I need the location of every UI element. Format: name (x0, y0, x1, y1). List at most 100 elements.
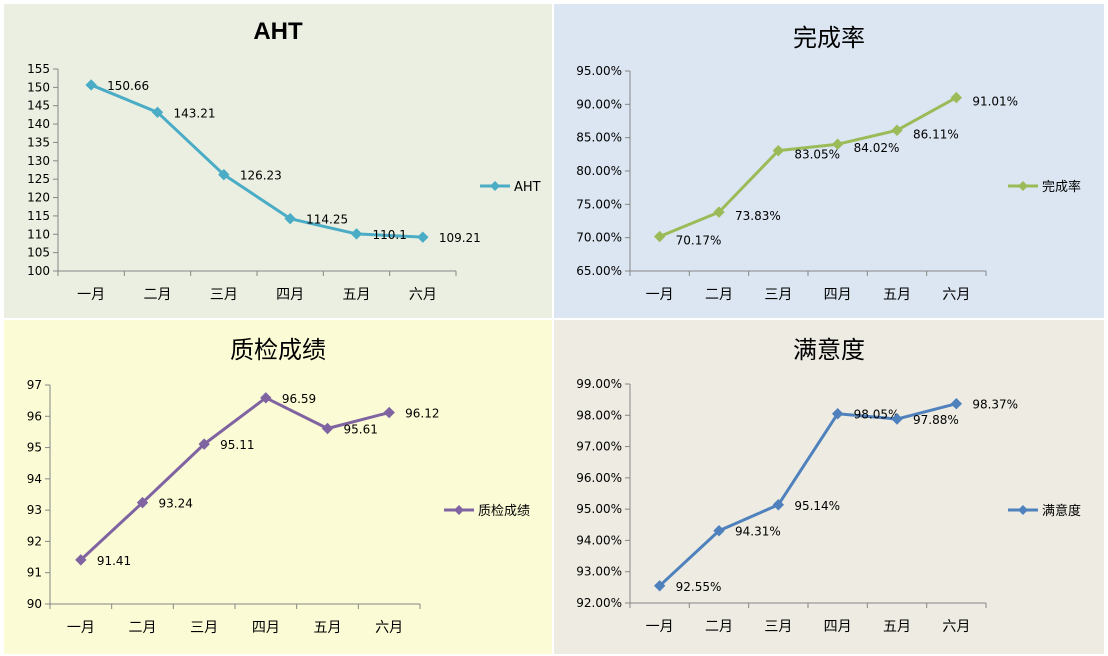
series-line (79, 396, 390, 561)
data-label: 126.23 (240, 169, 282, 183)
chart-panel-aht: AHT 100 105 110 115 120 125 130 135 140 145 150 155… (4, 4, 552, 318)
data-label: 109.21 (439, 231, 481, 245)
x-tick-label: 三月 (764, 287, 792, 303)
chart-canvas: 100 105 110 115 120 125 130 135 140 145 150 155 一月 二月… (27, 62, 541, 303)
data-label: 93.24 (159, 497, 193, 511)
x-tick-label: 二月 (144, 287, 172, 303)
x-tick-label: 五月 (883, 287, 911, 303)
data-point (75, 554, 87, 566)
data-point (891, 124, 903, 136)
chart-title: 完成率 (793, 24, 865, 52)
data-label: 91.01% (972, 95, 1018, 109)
y-tick-label: 130 (27, 154, 50, 168)
data-point (136, 496, 149, 509)
y-tick-label: 92.00% (576, 596, 622, 610)
x-tick-label: 一月 (646, 619, 674, 635)
series-line (90, 83, 423, 239)
chart-canvas: 65.00% 70.00% 75.00% 80.00% 85.00% 90.00% 95.0… (576, 64, 1081, 303)
y-tick-label: 95 (27, 441, 42, 455)
legend-marker (490, 181, 500, 191)
data-point (198, 438, 210, 450)
data-point (831, 408, 844, 420)
data-point (260, 392, 272, 404)
y-tick-label: 97 (27, 378, 42, 392)
chart-panel-satisfaction: 满意度 92.00% 93.00% 94.00% 95.00% 96.00% 97.00%… (554, 320, 1104, 654)
y-tick-label: 96.00% (576, 471, 622, 485)
y-tick-label: 65.00% (576, 264, 622, 278)
x-tick-label: 四月 (276, 287, 304, 303)
y-tick-label: 93.00% (576, 565, 622, 579)
legend-marker (454, 505, 464, 515)
x-tick-label: 四月 (824, 619, 852, 635)
data-label: 98.05% (854, 408, 900, 422)
data-label: 114.25 (306, 213, 348, 227)
y-tick-label: 91 (27, 566, 42, 580)
data-label: 150.66 (107, 79, 149, 93)
x-tick-label: 三月 (190, 620, 218, 636)
y-tick-label: 105 (27, 246, 50, 260)
legend-marker (1018, 181, 1028, 191)
y-tick-label: 150 (27, 80, 50, 94)
chart-title: 满意度 (793, 336, 865, 364)
x-tick-label: 六月 (409, 287, 437, 303)
y-tick-label: 120 (27, 191, 50, 205)
y-tick-label: 75.00% (576, 197, 622, 211)
y-tick-label: 145 (27, 99, 50, 113)
y-tick-label: 140 (27, 117, 50, 131)
y-tick-label: 94 (27, 472, 42, 486)
data-point (772, 144, 785, 157)
data-point (284, 212, 296, 225)
y-tick-label: 92 (27, 534, 42, 548)
data-label: 98.37% (972, 398, 1018, 412)
data-point (713, 206, 725, 218)
y-tick-label: 155 (27, 62, 50, 76)
data-label: 110.1 (373, 228, 407, 242)
data-point (950, 398, 963, 410)
chart-canvas: 92.00% 93.00% 94.00% 95.00% 96.00% 97.00% 98.0… (576, 377, 1081, 635)
data-label: 143.21 (174, 106, 216, 120)
data-point (383, 406, 395, 419)
data-point (151, 106, 164, 119)
y-tick-label: 97.00% (576, 440, 622, 454)
x-tick-label: 一月 (77, 287, 105, 303)
chart-title: 质检成绩 (230, 336, 326, 364)
data-point (713, 525, 725, 537)
y-tick-label: 90 (27, 597, 42, 611)
chart-panel-qa-score: 质检成绩 90 91 92 93 94 95 96 97 一月 二月 三月 四月 五月 六月 91.41 93… (4, 320, 552, 654)
y-tick-label: 98.00% (576, 408, 622, 422)
data-label: 96.12 (405, 407, 439, 421)
x-tick-label: 一月 (67, 620, 95, 636)
data-label: 95.61 (344, 422, 378, 436)
y-tick-label: 95.00% (576, 502, 622, 516)
data-point (653, 580, 666, 592)
x-tick-label: 四月 (252, 620, 280, 636)
data-point (950, 91, 963, 104)
y-tick-label: 115 (27, 209, 50, 223)
x-tick-label: 五月 (883, 619, 911, 635)
chart-canvas: 90 91 92 93 94 95 96 97 一月 二月 三月 四月 五月 六月 91.41 93.24 95… (27, 378, 530, 636)
chart-panel-completion-rate: 完成率 65.00% 70.00% 75.00% 80.00% 85.00% 90.00%… (554, 4, 1104, 318)
y-tick-label: 96 (27, 409, 42, 423)
y-tick-label: 100 (27, 264, 50, 278)
chart-title: AHT (253, 18, 303, 45)
series-line (658, 402, 957, 587)
x-tick-label: 二月 (129, 620, 157, 636)
x-tick-label: 二月 (705, 287, 733, 303)
legend-marker (1018, 505, 1028, 515)
x-tick-label: 六月 (375, 620, 403, 636)
data-point (321, 422, 334, 435)
y-tick-label: 93 (27, 503, 42, 517)
data-label: 84.02% (854, 141, 900, 155)
legend-label: AHT (514, 180, 541, 195)
data-label: 91.41 (97, 554, 131, 568)
y-tick-label: 95.00% (576, 64, 622, 78)
legend-label: 满意度 (1042, 503, 1081, 519)
x-tick-label: 一月 (646, 287, 674, 303)
y-tick-label: 110 (27, 227, 50, 241)
y-tick-label: 85.00% (576, 131, 622, 145)
data-label: 83.05% (794, 148, 840, 162)
y-tick-label: 70.00% (576, 231, 622, 245)
x-tick-label: 六月 (942, 619, 970, 635)
data-label: 70.17% (676, 234, 722, 248)
data-label: 95.11 (220, 438, 254, 452)
